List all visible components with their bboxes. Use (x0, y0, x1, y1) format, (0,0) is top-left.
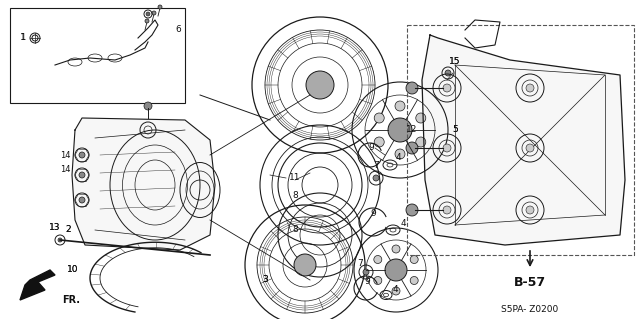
Circle shape (410, 277, 418, 285)
Text: 1: 1 (20, 33, 26, 42)
Text: B-57: B-57 (514, 276, 546, 288)
Bar (407, 25, 634, 255)
Text: 10: 10 (67, 265, 79, 275)
Circle shape (443, 206, 451, 214)
Polygon shape (422, 35, 625, 245)
Text: 10: 10 (67, 265, 79, 275)
Circle shape (445, 70, 451, 76)
Circle shape (443, 84, 451, 92)
Circle shape (395, 101, 405, 111)
Circle shape (374, 277, 382, 285)
Text: 9: 9 (370, 209, 376, 218)
Text: 2: 2 (65, 226, 71, 234)
Circle shape (306, 71, 334, 99)
Text: 11: 11 (289, 174, 301, 182)
Bar (10, 8, 185, 103)
Circle shape (152, 11, 156, 15)
Circle shape (443, 144, 451, 152)
Text: 5: 5 (452, 125, 458, 135)
Text: 14: 14 (60, 151, 70, 160)
Circle shape (406, 204, 418, 216)
Circle shape (406, 142, 418, 154)
Circle shape (526, 84, 534, 92)
Text: 4: 4 (392, 285, 398, 293)
Circle shape (58, 238, 62, 242)
Circle shape (388, 118, 412, 142)
Text: 3: 3 (262, 276, 268, 285)
Text: 13: 13 (49, 224, 61, 233)
Text: 9: 9 (368, 143, 374, 152)
Text: FR.: FR. (62, 295, 80, 305)
Circle shape (145, 19, 149, 23)
Text: 7: 7 (373, 160, 379, 169)
Circle shape (294, 254, 316, 276)
Text: 9: 9 (364, 277, 370, 286)
Text: 6: 6 (175, 26, 181, 34)
Circle shape (79, 152, 85, 158)
Circle shape (392, 245, 400, 253)
Text: 13: 13 (49, 224, 61, 233)
Circle shape (526, 144, 534, 152)
Text: 8: 8 (292, 190, 298, 199)
Circle shape (363, 269, 369, 275)
Circle shape (416, 113, 426, 123)
Circle shape (373, 175, 379, 181)
Text: 15: 15 (449, 57, 461, 66)
Circle shape (158, 5, 162, 9)
Text: 4: 4 (400, 219, 406, 227)
Text: 12: 12 (406, 125, 418, 135)
Circle shape (79, 197, 85, 203)
Circle shape (526, 206, 534, 214)
Polygon shape (20, 270, 55, 300)
Circle shape (416, 137, 426, 147)
Polygon shape (72, 118, 215, 250)
Circle shape (374, 256, 382, 263)
Text: 5: 5 (452, 125, 458, 135)
Text: 4: 4 (395, 153, 401, 162)
Circle shape (146, 12, 150, 16)
Text: 7: 7 (357, 259, 363, 269)
Circle shape (385, 259, 407, 281)
Circle shape (395, 149, 405, 159)
Circle shape (406, 82, 418, 94)
Circle shape (392, 287, 400, 295)
Text: 1: 1 (20, 33, 26, 42)
Circle shape (144, 102, 152, 110)
Circle shape (374, 113, 384, 123)
Text: 14: 14 (60, 166, 70, 174)
Text: 3: 3 (262, 276, 268, 285)
Circle shape (410, 256, 418, 263)
Circle shape (374, 137, 384, 147)
Text: 15: 15 (449, 57, 461, 66)
Text: S5PA- Z0200: S5PA- Z0200 (501, 306, 559, 315)
Text: 2: 2 (65, 226, 71, 234)
Text: 8: 8 (292, 226, 298, 234)
Circle shape (79, 172, 85, 178)
